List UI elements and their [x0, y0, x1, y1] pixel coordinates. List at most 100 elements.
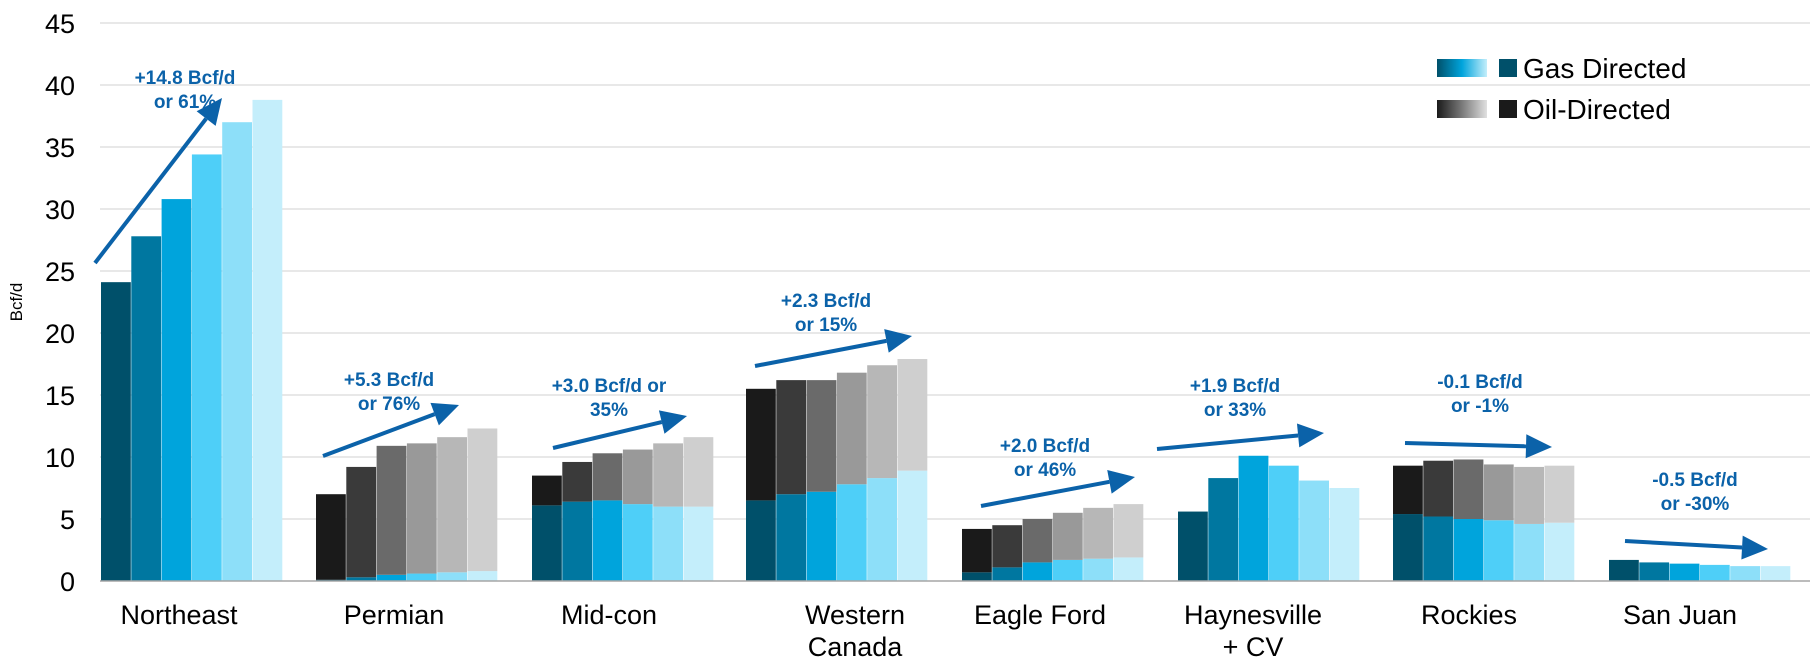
bar-gas [897, 470, 928, 581]
category-label: Rockies [1421, 600, 1517, 630]
y-tick-label: 20 [45, 319, 75, 349]
bar-gas [836, 484, 867, 581]
trend-arrow-head [1741, 535, 1768, 560]
trend-arrow [93, 117, 208, 265]
bar-gas [592, 500, 623, 581]
bar-gas [191, 154, 222, 581]
category-label: Eagle Ford [974, 600, 1106, 630]
bar-oil [653, 443, 683, 507]
bar-gas [962, 572, 992, 581]
bar-gas [746, 500, 776, 581]
bar-gas [1178, 511, 1208, 581]
bar-oil [1083, 507, 1113, 559]
bar-oil [406, 443, 437, 574]
category-label: Western Canada [805, 600, 905, 660]
bar-gas [346, 577, 377, 581]
bar-oil [776, 380, 807, 495]
category-label: Northeast [120, 600, 238, 630]
y-tick-label: 5 [60, 505, 75, 535]
bar-gas [1022, 562, 1053, 581]
bar-oil [962, 528, 992, 573]
bar-oil [806, 380, 837, 492]
legend-oil-gradient-swatch [1437, 100, 1487, 118]
y-tick-label: 0 [60, 567, 75, 597]
trend-arrow [1156, 433, 1299, 451]
bar-gas [1208, 478, 1239, 581]
bar-gas [131, 236, 162, 581]
bar-gas [1669, 563, 1700, 581]
trend-annotation: +14.8 Bcf/d or 61% [135, 68, 236, 113]
category-label: San Juan [1623, 600, 1737, 630]
bar-gas [376, 574, 407, 581]
bar-gas [562, 501, 593, 581]
trend-arrow-head [658, 410, 687, 434]
bar-gas [653, 506, 683, 581]
bar-gas [1514, 523, 1544, 581]
bar-oil [746, 388, 776, 501]
bar-gas [1423, 516, 1454, 581]
bar-oil [683, 437, 714, 507]
bar-oil [1483, 464, 1514, 521]
bar-gas [1329, 488, 1360, 581]
bar-gas [1238, 455, 1269, 581]
bar-gas [467, 571, 498, 581]
y-tick-label: 30 [45, 195, 75, 225]
trend-arrow-head [196, 98, 222, 126]
y-tick-label: 40 [45, 71, 75, 101]
trend-arrow [980, 479, 1110, 508]
bar-gas [1544, 522, 1575, 581]
bars [101, 99, 1791, 581]
legend-gas-gradient-swatch [1437, 59, 1487, 77]
trend-annotation: +3.0 Bcf/d or 35% [552, 376, 667, 421]
trend-annotation: +5.3 Bcf/d or 76% [344, 370, 434, 415]
bar-oil [437, 437, 467, 573]
bar-gas [1730, 566, 1760, 581]
bar-oil [867, 365, 897, 479]
bar-gas [101, 282, 131, 581]
bar-oil [836, 372, 867, 485]
bar-gas [683, 506, 714, 581]
bar-gas [1299, 480, 1329, 581]
trend-arrow-head [1525, 434, 1552, 459]
trend-annotation: +2.3 Bcf/d or 15% [781, 291, 871, 336]
trend-arrow [1404, 441, 1527, 449]
trend-annotation: -0.1 Bcf/d or -1% [1437, 372, 1523, 417]
trend-arrow [552, 420, 663, 450]
trend-arrow-head [1107, 470, 1135, 494]
trend-arrow-head [430, 402, 459, 426]
bar-gas [1453, 519, 1484, 581]
trend-annotations: +14.8 Bcf/d or 61% +5.3 Bcf/d or 76% +3.0 Bc… [93, 68, 1768, 560]
bar-oil [1514, 466, 1544, 524]
bar-gas [1393, 514, 1423, 581]
trend-annotation: +1.9 Bcf/d or 33% [1190, 376, 1280, 421]
bar-oil [592, 453, 623, 501]
legend-oil-swatch [1499, 100, 1517, 118]
y-tick-label: 35 [45, 133, 75, 163]
y-tick-label: 15 [45, 381, 75, 411]
bar-oil [562, 461, 593, 502]
y-tick-label: 45 [45, 9, 75, 39]
trend-arrow [322, 412, 436, 458]
bar-gas [1483, 520, 1514, 581]
legend-oil-label: Oil-Directed [1523, 94, 1671, 125]
category-label: Haynesville + CV [1184, 600, 1322, 660]
legend-gas-label: Gas Directed [1523, 53, 1686, 84]
bar-gas [532, 505, 562, 581]
bar-oil [1022, 519, 1053, 563]
bar-oil [467, 428, 498, 572]
legend-gas-swatch [1499, 59, 1517, 77]
bar-gas [437, 572, 467, 581]
bar-gas [806, 491, 837, 581]
y-tick-label: 10 [45, 443, 75, 473]
legend: Gas Directed Oil-Directed [1437, 53, 1686, 125]
trend-arrow-head [884, 329, 912, 353]
trend-arrow-head [1296, 423, 1324, 448]
bar-gas [1052, 559, 1083, 581]
bar-gas [1609, 559, 1639, 581]
bar-gas [222, 122, 252, 581]
bar-oil [376, 445, 407, 575]
bar-gas [161, 199, 192, 581]
bar-gas [867, 478, 897, 581]
bar-oil [1453, 459, 1484, 519]
bar-gas [252, 99, 283, 581]
